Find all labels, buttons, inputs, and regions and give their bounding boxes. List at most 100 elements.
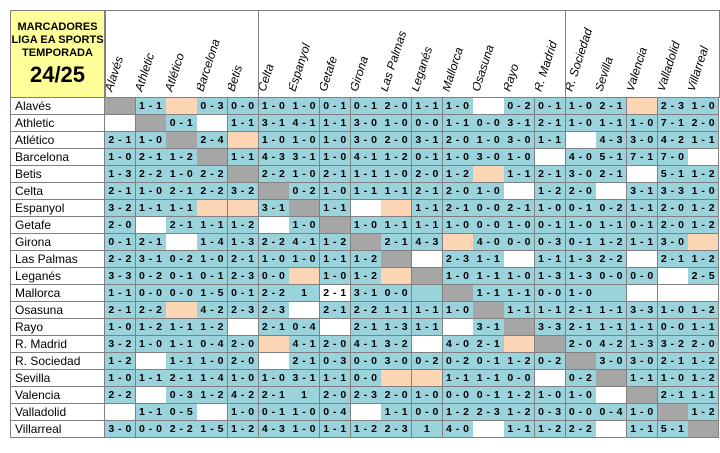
score-cell: 0 - 0 xyxy=(473,115,505,132)
score-cell: 0 - 0 xyxy=(135,421,167,438)
score-cell: 2 - 2 xyxy=(135,166,167,183)
score-cell: 0 - 1 xyxy=(534,217,566,234)
column-header-label: Barcelona xyxy=(197,37,223,93)
score-cell: 0 - 4 xyxy=(596,404,628,421)
score-cell: 1 - 1 xyxy=(534,302,566,319)
score-cell: 0 - 2 xyxy=(289,183,321,200)
score-cell: 0 - 0 xyxy=(473,217,505,234)
score-cell: 0 - 3 xyxy=(534,404,566,421)
score-cell: 0 - 0 xyxy=(596,268,628,285)
score-cell: 0 - 1 xyxy=(473,387,505,404)
score-cell: 0 - 5 xyxy=(166,404,198,421)
score-cell: 1 - 1 xyxy=(473,268,505,285)
score-cell: 1 - 0 xyxy=(289,166,321,183)
score-cell: 2 - 1 xyxy=(412,183,444,200)
score-cell: 5 - 1 xyxy=(657,166,689,183)
score-cell: 1 - 2 xyxy=(319,234,352,251)
score-cell: 1 - 1 xyxy=(473,370,505,387)
score-cell: 0 - 2 xyxy=(596,200,628,217)
score-cell xyxy=(227,319,259,336)
score-cell: 2 - 1 xyxy=(105,132,137,149)
score-cell: 1 - 1 xyxy=(626,200,659,217)
score-cell: 0 - 1 xyxy=(412,149,444,166)
score-cell: 0 - 1 xyxy=(565,200,597,217)
score-cell: 1 - 1 xyxy=(688,387,720,404)
score-cell: 0 - 1 xyxy=(258,404,290,421)
score-cell: 1 - 0 xyxy=(442,217,474,234)
column-header-label: Rayo xyxy=(504,62,522,93)
score-cell xyxy=(105,404,137,421)
score-cell xyxy=(657,268,689,285)
column-header: Celta xyxy=(258,10,291,98)
score-cell: 1 - 1 xyxy=(135,98,167,115)
score-cell xyxy=(565,132,597,149)
row-header: Espanyol xyxy=(10,200,105,217)
score-cell xyxy=(166,132,198,149)
score-cell: 3 - 1 xyxy=(350,285,382,302)
score-cell: 0 - 0 xyxy=(258,268,290,285)
column-header: Getafe xyxy=(319,10,352,98)
score-cell: 1 - 1 xyxy=(534,251,566,268)
score-cell: 1 - 2 xyxy=(227,421,259,438)
score-cell: 2 - 3 xyxy=(350,387,382,404)
score-cell: 0 - 4 xyxy=(289,319,321,336)
title-line-1: MARCADORES xyxy=(17,20,98,33)
column-header-label: Valencia xyxy=(626,45,650,93)
score-cell: 2 - 1 xyxy=(534,115,566,132)
score-cell: 0 - 0 xyxy=(504,370,536,387)
score-cell xyxy=(381,268,413,285)
column-header-label: R. Madrid xyxy=(534,39,560,93)
score-cell: 3 - 1 xyxy=(626,183,659,200)
score-cell: 2 - 0 xyxy=(688,336,720,353)
score-cell: 2 - 3 xyxy=(657,98,689,115)
score-cell: 1 - 1 xyxy=(504,421,536,438)
score-cell: 3 - 2 xyxy=(105,200,137,217)
score-cell: 1 - 0 xyxy=(565,387,597,404)
score-cell: 1 - 3 xyxy=(626,336,659,353)
score-cell: 3 - 3 xyxy=(105,268,137,285)
score-cell xyxy=(565,353,597,370)
season-label: 24/25 xyxy=(29,61,86,87)
score-cell: 1 - 2 xyxy=(105,353,137,370)
column-header-label: Getafe xyxy=(319,54,341,93)
row-header: R. Sociedad xyxy=(10,353,105,370)
score-cell: 0 - 0 xyxy=(412,404,444,421)
score-cell: 1 - 0 xyxy=(258,251,290,268)
score-cell: 0 - 4 xyxy=(197,336,229,353)
score-cell: 7 - 1 xyxy=(657,115,689,132)
score-cell: 0 - 0 xyxy=(166,285,198,302)
score-cell: 2 - 1 xyxy=(565,319,597,336)
score-cell: 2 - 2 xyxy=(350,302,382,319)
column-header: Athletic xyxy=(135,10,168,98)
score-cell xyxy=(412,285,444,302)
row-header: Valladolid xyxy=(10,404,105,421)
score-cell: 1 xyxy=(412,421,444,438)
score-cell: 2 - 1 xyxy=(166,370,198,387)
column-header-label: Villarreal xyxy=(688,44,712,93)
score-cell: 1 - 1 xyxy=(596,217,628,234)
score-cell: 1 - 1 xyxy=(504,285,536,302)
score-cell: 1 - 0 xyxy=(442,98,474,115)
score-cell: 1 - 0 xyxy=(289,251,321,268)
score-cell xyxy=(350,404,382,421)
score-cell: 4 - 2 xyxy=(657,132,689,149)
score-cell xyxy=(626,166,659,183)
column-header: Alavés xyxy=(105,10,137,98)
score-cell xyxy=(289,302,321,319)
score-cell: 3 - 0 xyxy=(504,132,536,149)
score-cell: 0 - 0 xyxy=(657,319,689,336)
score-cell: 3 - 0 xyxy=(473,149,505,166)
score-cell xyxy=(227,166,259,183)
row-header: Getafe xyxy=(10,217,105,234)
score-cell: 4 - 3 xyxy=(412,234,444,251)
score-cell: 0 - 0 xyxy=(227,98,259,115)
score-cell: 1 - 2 xyxy=(504,387,536,404)
score-cell xyxy=(442,285,474,302)
score-cell: 5 - 1 xyxy=(657,421,689,438)
score-cell: 1 - 2 xyxy=(350,421,382,438)
score-cell: 2 - 0 xyxy=(227,336,259,353)
column-header-label: Osasuna xyxy=(473,42,498,93)
score-cell xyxy=(319,319,352,336)
score-cell: 1 - 0 xyxy=(350,217,382,234)
row-header: Barcelona xyxy=(10,149,105,166)
